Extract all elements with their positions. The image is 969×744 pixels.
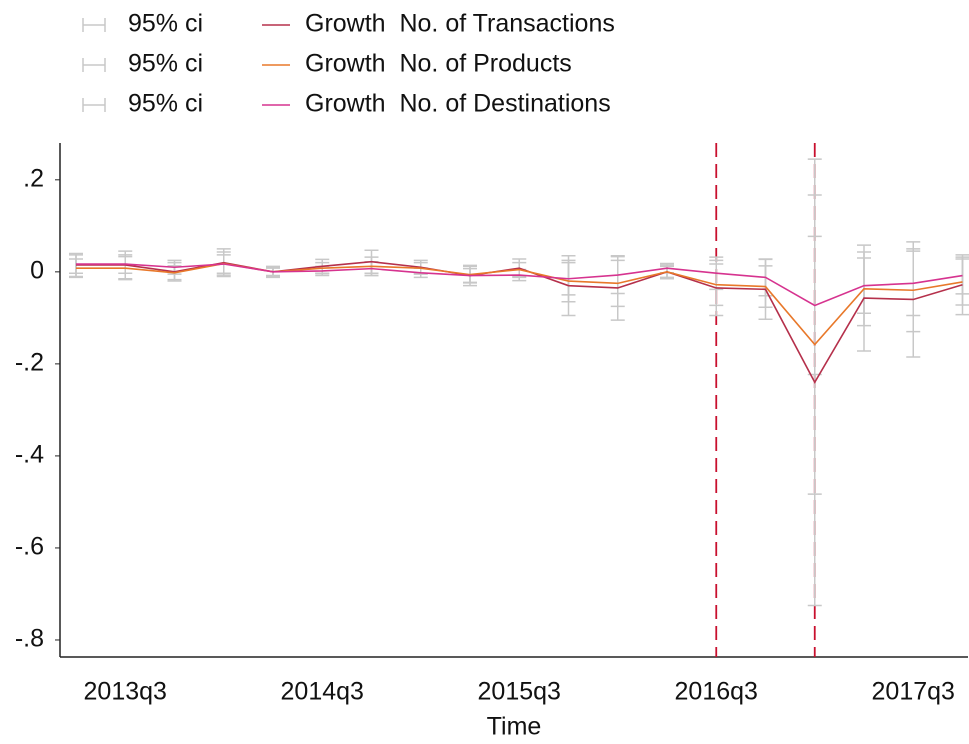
legend-label: Growth No. of Products <box>305 50 572 78</box>
y-tick-label: 0 <box>30 256 44 284</box>
series-line <box>76 263 963 307</box>
y-tick-label: .2 <box>23 164 44 192</box>
legend-label: 95% ci <box>128 50 203 78</box>
y-tick-label: -.8 <box>15 625 44 653</box>
legend-label: 95% ci <box>128 90 203 118</box>
legend-label: Growth No. of Destinations <box>305 90 611 118</box>
legend-ci-swatch <box>82 98 106 112</box>
x-tick-label: 2015q3 <box>478 678 561 706</box>
x-tick-label: 2017q3 <box>872 678 955 706</box>
series-line <box>76 260 963 384</box>
x-tick-label: 2016q3 <box>675 678 758 706</box>
y-tick-label: -.6 <box>15 533 44 561</box>
x-tick-label: 2014q3 <box>281 678 364 706</box>
x-tick-label: 2013q3 <box>84 678 167 706</box>
y-tick-label: -.2 <box>15 348 44 376</box>
legend-label: 95% ci <box>128 10 203 38</box>
legend-ci-swatch <box>82 18 106 32</box>
legend-label: Growth No. of Transactions <box>305 10 615 38</box>
x-axis-label: Time <box>487 713 542 741</box>
legend-ci-swatch <box>82 58 106 72</box>
y-tick-label: -.4 <box>15 441 44 469</box>
